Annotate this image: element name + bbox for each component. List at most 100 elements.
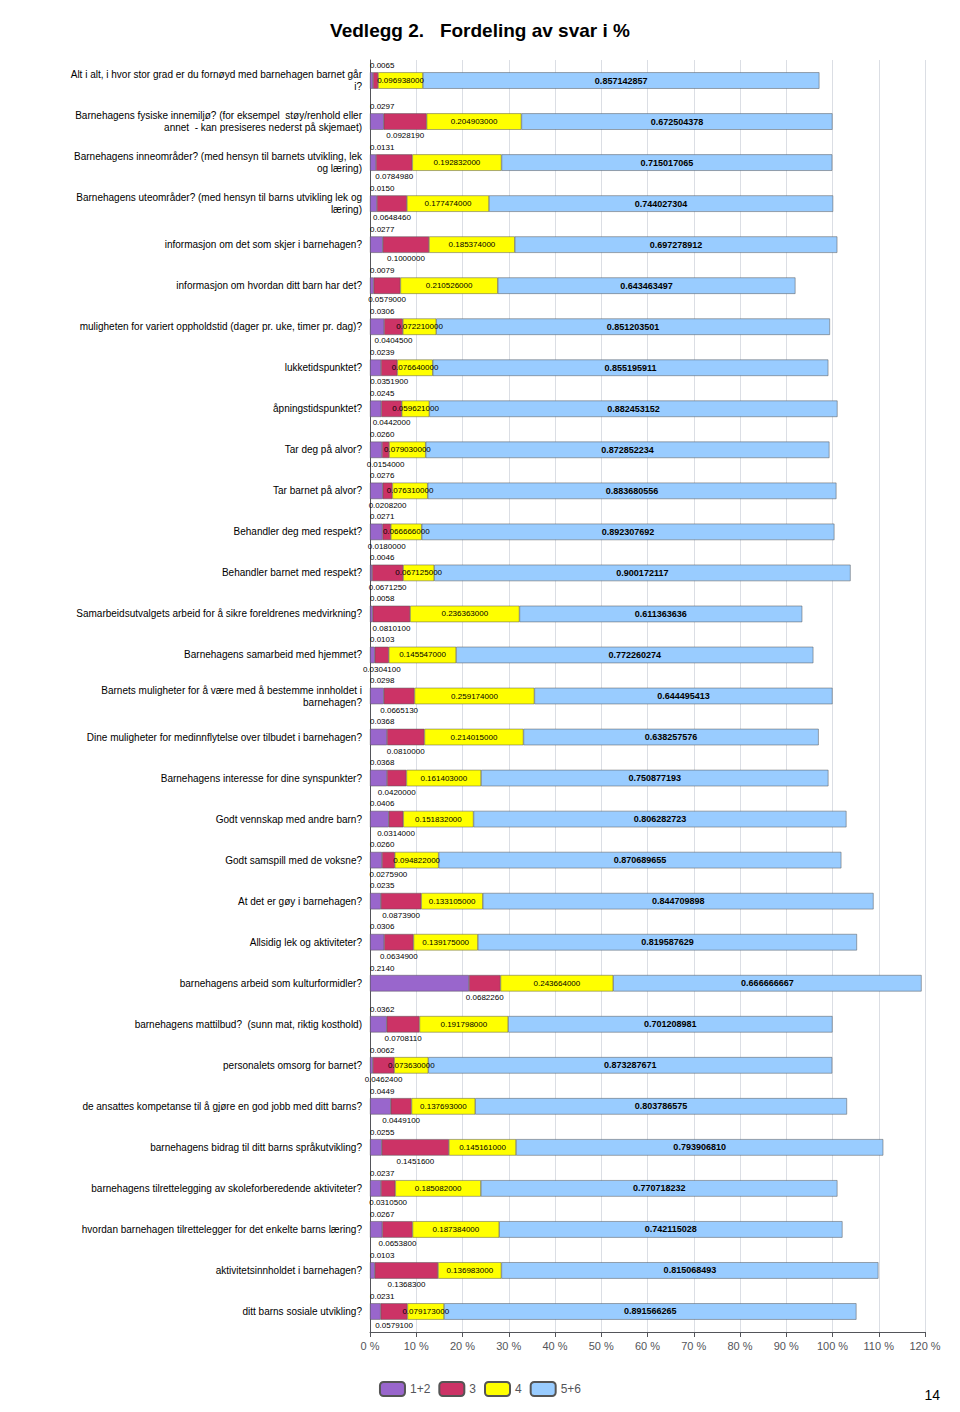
svg-text:0.870689655: 0.870689655 [614, 855, 667, 865]
svg-text:0.0103: 0.0103 [370, 635, 395, 644]
svg-text:Tar barnet på alvor?: Tar barnet på alvor? [273, 485, 362, 496]
svg-text:informasjon om hvordan ditt ba: informasjon om hvordan ditt barn har det… [176, 280, 362, 291]
svg-text:0.0784980: 0.0784980 [375, 172, 413, 181]
svg-text:0.0297: 0.0297 [370, 102, 395, 111]
svg-text:hvordan barnehagen tilretteleg: hvordan barnehagen tilrettelegger for de… [82, 1224, 363, 1235]
svg-text:20 %: 20 % [450, 1340, 475, 1352]
svg-text:0.772260274: 0.772260274 [608, 650, 661, 660]
svg-text:0.0420000: 0.0420000 [378, 788, 416, 797]
svg-text:0.067125000: 0.067125000 [395, 568, 442, 577]
svg-text:0.0810100: 0.0810100 [373, 624, 411, 633]
svg-text:0.0245: 0.0245 [370, 389, 395, 398]
svg-text:0.0671250: 0.0671250 [369, 583, 407, 592]
svg-text:0.0079: 0.0079 [370, 266, 395, 275]
svg-text:0.742115028: 0.742115028 [645, 1224, 697, 1234]
svg-text:10 %: 10 % [404, 1340, 429, 1352]
svg-text:Behandler barnet med respekt?: Behandler barnet med respekt? [222, 567, 363, 578]
svg-text:0.094822000: 0.094822000 [393, 856, 440, 865]
svg-text:0.177474000: 0.177474000 [425, 199, 472, 208]
svg-text:0.815068493: 0.815068493 [664, 1265, 717, 1275]
svg-text:0.0449100: 0.0449100 [382, 1116, 420, 1125]
svg-text:0.187384000: 0.187384000 [433, 1225, 480, 1234]
svg-text:0.0062: 0.0062 [370, 1046, 395, 1055]
svg-text:Behandler deg med respekt?: Behandler deg med respekt? [234, 526, 363, 537]
svg-text:Barnehagens interesse for dine: Barnehagens interesse for dine synspunkt… [161, 773, 363, 784]
svg-text:0.611363636: 0.611363636 [635, 609, 687, 619]
svg-text:0.0103: 0.0103 [370, 1251, 395, 1260]
svg-text:barnehagens arbeid som kulturf: barnehagens arbeid som kulturformidler? [180, 978, 363, 989]
svg-text:0.204903000: 0.204903000 [451, 117, 498, 126]
svg-text:0.0046: 0.0046 [370, 553, 395, 562]
svg-text:0.161403000: 0.161403000 [420, 774, 467, 783]
svg-text:Tar deg på alvor?: Tar deg på alvor? [285, 444, 363, 455]
svg-text:0.073630000: 0.073630000 [388, 1061, 435, 1070]
svg-text:0.0665130: 0.0665130 [380, 706, 418, 715]
svg-text:annet - kan presiseres neders: annet - kan presiseres nederst på skjema… [164, 122, 362, 133]
svg-text:0.0306: 0.0306 [370, 922, 395, 931]
svg-text:0.059621000: 0.059621000 [392, 404, 439, 413]
svg-text:0.1368300: 0.1368300 [388, 1280, 426, 1289]
svg-text:0.0239: 0.0239 [370, 348, 395, 357]
svg-text:0.0260: 0.0260 [370, 840, 395, 849]
svg-text:At det er gøy i barnehagen?: At det er gøy i barnehagen? [238, 896, 362, 907]
svg-text:0.0634900: 0.0634900 [380, 952, 418, 961]
svg-text:0.0928190: 0.0928190 [386, 131, 424, 140]
svg-text:0.191798000: 0.191798000 [440, 1020, 487, 1029]
svg-text:personalets omsorg for barnet?: personalets omsorg for barnet? [223, 1060, 362, 1071]
svg-text:1+2: 1+2 [410, 1382, 431, 1396]
svg-text:0.259174000: 0.259174000 [451, 692, 498, 701]
svg-text:0.066666000: 0.066666000 [383, 527, 430, 536]
svg-text:0.872852234: 0.872852234 [601, 445, 654, 455]
svg-text:0.139175000: 0.139175000 [422, 938, 469, 947]
svg-text:ditt barns sosiale utvikling?: ditt barns sosiale utvikling? [242, 1306, 362, 1317]
svg-text:0.892307692: 0.892307692 [602, 527, 655, 537]
svg-text:0.0682260: 0.0682260 [466, 993, 504, 1002]
svg-text:0.076640000: 0.076640000 [392, 363, 439, 372]
svg-text:0.770718232: 0.770718232 [633, 1183, 686, 1193]
svg-text:0.0462400: 0.0462400 [365, 1075, 403, 1084]
svg-text:0.844709898: 0.844709898 [652, 896, 705, 906]
svg-text:0.638257576: 0.638257576 [645, 732, 698, 742]
svg-text:Vedlegg 2. Fordeling av svar: Vedlegg 2. Fordeling av svar i % [330, 20, 630, 41]
svg-text:0.0404500: 0.0404500 [375, 336, 413, 345]
svg-text:0.0362: 0.0362 [370, 1005, 395, 1014]
svg-text:0.0255: 0.0255 [370, 1128, 395, 1137]
svg-text:de ansattes kompetanse til å g: de ansattes kompetanse til å gjøre en go… [82, 1101, 362, 1112]
svg-text:åpningstidspunktet?: åpningstidspunktet? [273, 403, 362, 414]
svg-text:informasjon om det som skjer i: informasjon om det som skjer i barnehage… [165, 239, 363, 250]
svg-text:i?: i? [354, 81, 362, 92]
svg-text:0.643463497: 0.643463497 [620, 281, 673, 291]
svg-text:0.0237: 0.0237 [370, 1169, 395, 1178]
svg-text:0.900172117: 0.900172117 [616, 568, 668, 578]
svg-text:0.803786575: 0.803786575 [635, 1101, 688, 1111]
svg-text:0.137693000: 0.137693000 [420, 1102, 467, 1111]
svg-text:læring): læring) [331, 204, 362, 215]
svg-text:Alt i alt, i hvor stor grad er: Alt i alt, i hvor stor grad er du fornøy… [71, 69, 363, 80]
svg-text:Barnehagens samarbeid med hjem: Barnehagens samarbeid med hjemmet? [184, 649, 362, 660]
svg-text:0.882453152: 0.882453152 [607, 404, 660, 414]
svg-text:0.715017065: 0.715017065 [641, 158, 694, 168]
svg-text:0.0810000: 0.0810000 [387, 747, 425, 756]
svg-text:0.145161000: 0.145161000 [459, 1143, 506, 1152]
svg-text:Barnehagens uteområder? (med h: Barnehagens uteområder? (med hensyn til … [76, 192, 362, 203]
svg-text:100 %: 100 % [817, 1340, 848, 1352]
svg-text:0.857142857: 0.857142857 [595, 76, 648, 86]
svg-text:0.873287671: 0.873287671 [604, 1060, 657, 1070]
svg-text:0.214015000: 0.214015000 [451, 733, 498, 742]
svg-text:aktivitetsinnholdet i barnehag: aktivitetsinnholdet i barnehagen? [216, 1265, 363, 1276]
svg-text:0.644495413: 0.644495413 [657, 691, 710, 701]
svg-text:0.0368: 0.0368 [370, 758, 395, 767]
svg-text:0.0873900: 0.0873900 [382, 911, 420, 920]
svg-text:barnehagen?: barnehagen? [303, 697, 362, 708]
svg-text:0.0277: 0.0277 [370, 225, 395, 234]
svg-text:0.0406: 0.0406 [370, 799, 395, 808]
svg-text:3: 3 [469, 1382, 476, 1396]
svg-text:0.0180000: 0.0180000 [368, 542, 406, 551]
svg-text:0.672504378: 0.672504378 [651, 117, 704, 127]
svg-text:muligheten for variert opphold: muligheten for variert oppholdstid (dage… [80, 321, 363, 332]
svg-text:0.192832000: 0.192832000 [434, 158, 481, 167]
svg-text:0.851203501: 0.851203501 [607, 322, 660, 332]
svg-text:0.0579100: 0.0579100 [375, 1321, 413, 1330]
svg-text:0.0304100: 0.0304100 [363, 665, 401, 674]
svg-text:90 %: 90 % [774, 1340, 799, 1352]
